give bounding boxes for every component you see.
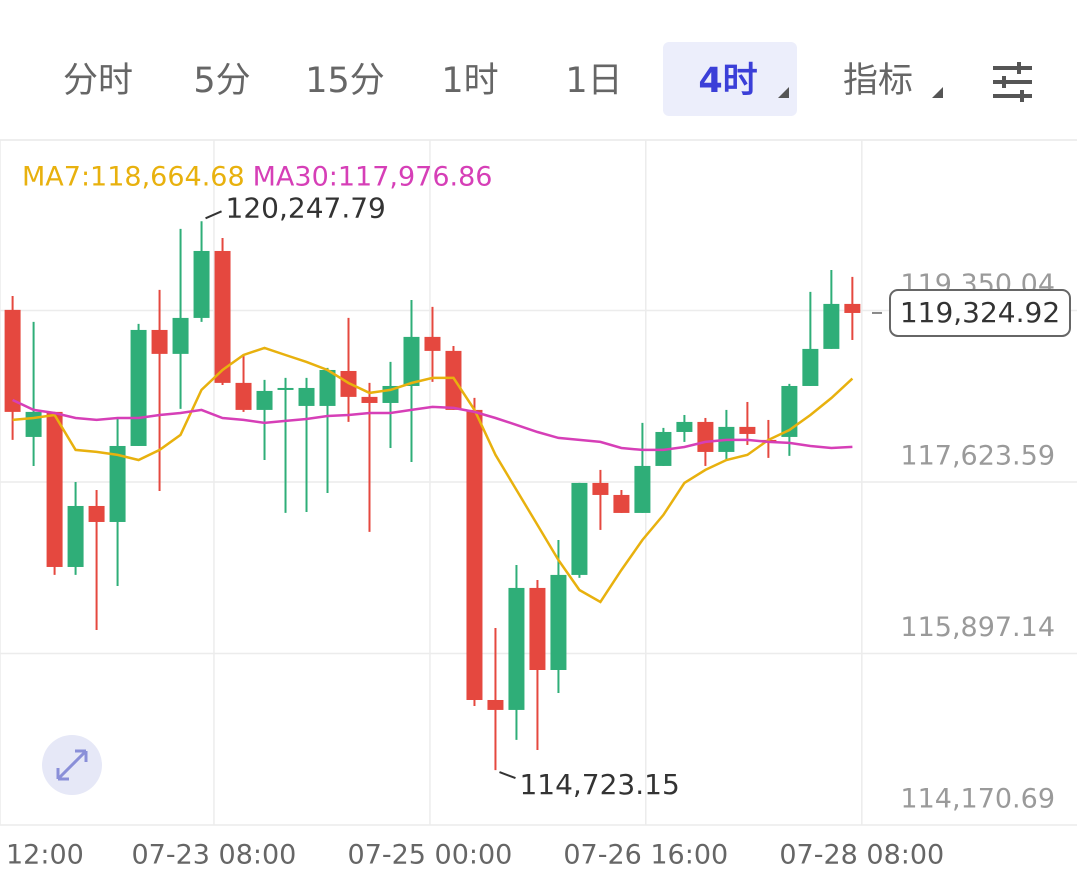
candle-body xyxy=(613,494,630,513)
tab[interactable]: 4时 xyxy=(698,61,757,101)
price-label: 119,324.92 xyxy=(900,296,1060,329)
candle-body xyxy=(529,587,546,670)
active-tab-bg xyxy=(663,42,797,116)
x-tick-label: 07-23 08:00 xyxy=(132,840,297,871)
candle-body xyxy=(403,336,420,386)
candle-body xyxy=(46,411,63,567)
tab[interactable]: 1日 xyxy=(565,61,622,101)
tab[interactable]: 5分 xyxy=(193,61,250,101)
x-tick-label: 12:00 xyxy=(6,840,84,871)
tab[interactable]: 分时 xyxy=(63,61,133,101)
candle-body xyxy=(823,303,840,349)
annotation-label: 114,723.15 xyxy=(519,768,679,801)
candle-body xyxy=(487,699,504,710)
candle-body xyxy=(571,482,588,575)
plot xyxy=(4,221,861,771)
indicator-dropdown-arrow[interactable] xyxy=(932,87,943,98)
candle-body xyxy=(109,445,126,522)
x-tick-label: 07-25 00:00 xyxy=(348,840,513,871)
expand-button[interactable] xyxy=(42,735,102,795)
ma-line xyxy=(12,398,853,452)
y-tick-label: 114,170.69 xyxy=(900,784,1055,815)
annotation-leader xyxy=(499,771,516,780)
candle-body xyxy=(697,421,714,452)
candle-body xyxy=(676,421,693,432)
candle-body xyxy=(193,250,210,318)
candle-body xyxy=(634,465,651,513)
candle-body xyxy=(592,482,609,495)
candle-body xyxy=(424,336,441,351)
candle-body xyxy=(466,409,483,700)
candle-body xyxy=(130,329,147,446)
tab-dropdown-arrow[interactable] xyxy=(778,87,789,98)
candle-body xyxy=(550,574,567,670)
settings-icon[interactable] xyxy=(993,62,1032,102)
tab[interactable]: 1时 xyxy=(441,61,498,101)
x-tick-label: 07-28 08:00 xyxy=(779,840,944,871)
candle-body xyxy=(739,426,756,434)
tab[interactable]: 15分 xyxy=(305,61,385,101)
annotation-leader xyxy=(205,210,222,220)
candle-body xyxy=(319,369,336,406)
y-tick-label: 117,623.59 xyxy=(900,440,1055,471)
price-box xyxy=(889,288,1071,337)
candle-body xyxy=(508,587,525,710)
candle-body xyxy=(172,317,189,354)
y-tick-label: 115,897.14 xyxy=(900,612,1055,643)
candle-body xyxy=(277,387,294,390)
x-tick-label: 07-26 16:00 xyxy=(563,840,728,871)
ma-line xyxy=(12,346,854,604)
candle-body xyxy=(88,505,105,522)
candle-body xyxy=(4,309,21,412)
tab[interactable]: 指标 xyxy=(843,61,913,101)
candle-body xyxy=(235,382,252,410)
legend-entry: MA7:118,664.68 xyxy=(22,162,245,193)
candle-body xyxy=(256,390,273,410)
candle-body xyxy=(25,411,42,437)
candle-body xyxy=(445,350,462,410)
candle-body xyxy=(151,329,168,354)
candle-body xyxy=(361,396,378,403)
candle-body xyxy=(298,387,315,406)
candle-body xyxy=(802,348,819,386)
expand-icon xyxy=(56,749,88,781)
candle-body xyxy=(781,385,798,437)
legend-entry: MA30:117,976.86 xyxy=(253,162,493,193)
annotation-label: 120,247.79 xyxy=(226,191,386,224)
candle-body xyxy=(844,303,861,313)
candle-body xyxy=(67,505,84,567)
candle-body xyxy=(214,250,231,383)
